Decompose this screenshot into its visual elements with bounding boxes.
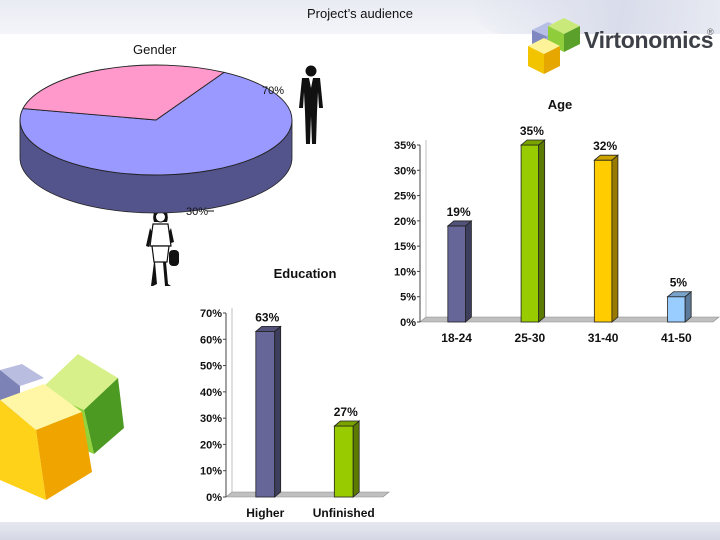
age-bar-top (446, 220, 473, 227)
age-value-label: 32% (593, 139, 617, 153)
age-category-label: 25-30 (515, 331, 546, 345)
age-floor (419, 316, 720, 323)
pie-label-female: 30% (186, 206, 208, 218)
age-category-label: 41-50 (661, 331, 692, 345)
education-floor (225, 491, 390, 498)
age-value-label: 5% (670, 276, 688, 290)
age-bar (667, 296, 686, 323)
education-bar-top (254, 325, 282, 332)
age-bar-side (684, 290, 692, 323)
age-bar-top (519, 139, 546, 146)
age-bar-side (538, 139, 546, 323)
education-tick-label: 40% (200, 387, 222, 399)
age-chart-title: Age (548, 97, 573, 112)
brand-name: Virtonomics (584, 27, 714, 53)
age-bar (447, 225, 466, 323)
education-tick-label: 30% (200, 413, 222, 425)
education-category-label: Higher (246, 506, 284, 520)
age-tick-label: 15% (394, 241, 416, 253)
age-value-label: 35% (520, 124, 544, 138)
pie-slice-1 (22, 64, 226, 121)
age-bar-side (611, 154, 619, 323)
age-tick-label: 25% (394, 191, 416, 203)
age-bar-side (465, 220, 472, 323)
age-bar-top (593, 154, 620, 161)
education-tick-label: 50% (200, 361, 222, 373)
education-bar (255, 330, 276, 498)
man-silhouette-icon (299, 65, 323, 144)
slide-title: Project’s audience (307, 6, 413, 21)
education-axes: 0% 10% 20% 30% 40% 50% 60% 70% (200, 308, 390, 504)
age-tick-label: 30% (394, 165, 416, 177)
registered-mark: ® (707, 27, 714, 37)
age-tick-label: 0% (400, 317, 416, 329)
pie-label-male: 70% (262, 85, 284, 97)
age-category-label: 31-40 (588, 331, 619, 345)
age-tick-label: 20% (394, 216, 416, 228)
age-tick-label: 10% (394, 266, 416, 278)
education-bar (333, 425, 354, 498)
top-banner (0, 0, 720, 34)
education-tick-label: 0% (206, 492, 222, 504)
education-tick-label: 60% (200, 334, 222, 346)
pie-body (19, 64, 293, 214)
age-bars: 19% 18-24 35% 25-30 32% 31-40 5% 41-50 (441, 124, 693, 345)
education-bar-side (274, 325, 282, 498)
age-value-label: 19% (447, 205, 471, 219)
education-value-label: 27% (334, 405, 358, 419)
education-tick-label: 20% (200, 439, 222, 451)
education-bar-side (352, 420, 360, 498)
cube-cluster-icon (528, 18, 580, 74)
age-category-label: 18-24 (441, 331, 472, 345)
education-chart-title: Education (274, 266, 337, 281)
education-value-label: 63% (255, 310, 279, 324)
age-tick-label: 35% (394, 140, 416, 152)
education-category-label: Unfinished (313, 506, 375, 520)
age-axes: 0% 5% 10% 15% 20% 25% 30% 35% (394, 140, 720, 329)
age-bar-top (666, 291, 693, 298)
education-bar-top (333, 420, 361, 427)
age-bar (593, 159, 613, 323)
banner-swoosh (470, 0, 720, 34)
bottom-banner (0, 522, 720, 540)
education-tick-label: 10% (200, 466, 222, 478)
age-tick-label: 5% (400, 292, 416, 304)
pie-side-0 (19, 119, 293, 214)
age-bar (520, 144, 540, 323)
education-tick-label: 70% (200, 308, 222, 320)
gender-chart-title: Gender (133, 42, 177, 57)
woman-silhouette-icon (141, 206, 181, 288)
education-bars: 63% Higher 27% Unfinished (246, 310, 375, 520)
pie-slice-0 (19, 71, 293, 176)
decorative-cubes-icon (0, 354, 124, 500)
